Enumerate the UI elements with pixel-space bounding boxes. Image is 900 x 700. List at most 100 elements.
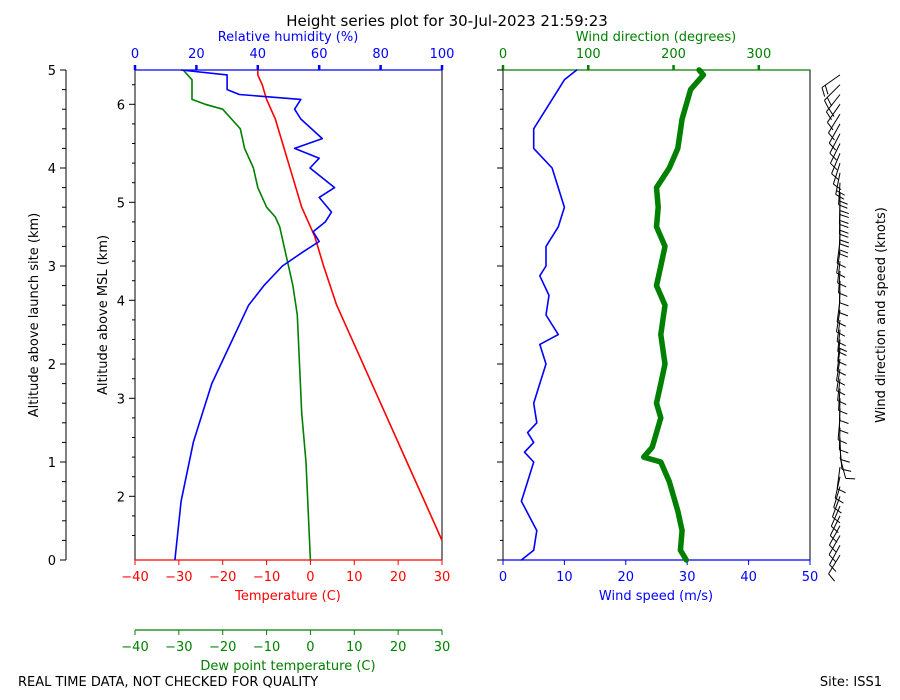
- wind-barb-flag: [836, 272, 846, 278]
- temperature-tick-label: 20: [390, 570, 407, 585]
- wind-barb-staff: [832, 162, 841, 185]
- wind-barb-staff: [836, 349, 841, 372]
- wind-barb-staff: [828, 123, 841, 144]
- direction-tick-label: 0: [499, 47, 507, 62]
- dewpoint-tick-label: −10: [253, 640, 280, 655]
- wind-barb-flag: [828, 554, 836, 563]
- wind-barb-flag: [825, 111, 832, 120]
- wind-barb-staff: [836, 310, 841, 332]
- wind-barb-flag: [839, 449, 849, 454]
- wind-barb-flag: [832, 516, 841, 524]
- wind-barb-flag: [836, 341, 846, 347]
- humidity-tick-label: 40: [250, 47, 267, 62]
- temperature-tick-label: −20: [209, 570, 236, 585]
- humidity-tick-label: 0: [131, 47, 139, 62]
- wind-barb-flag: [839, 243, 849, 248]
- wind-barb-flag: [836, 488, 846, 494]
- wind-barb-flag: [836, 370, 846, 376]
- wind-barb-flag: [839, 210, 849, 215]
- wind-barb-staff: [836, 466, 841, 489]
- direction-tick-label: 200: [661, 47, 686, 62]
- wind-barb-flag: [829, 152, 837, 161]
- wind-barb-flag: [839, 223, 849, 228]
- msl-altitude-axis-label: Altitude above MSL (km): [96, 235, 111, 395]
- wind-barb-flag: [836, 331, 846, 337]
- wind-barb-staff: [836, 251, 841, 274]
- wind-barb-flag: [834, 497, 844, 504]
- wind-barb-flag: [839, 219, 849, 224]
- wind-barb-flag: [828, 573, 835, 582]
- wind-plot-area: [502, 69, 811, 561]
- wind-barb-flag: [823, 100, 830, 109]
- wind-barb-flag: [830, 525, 839, 533]
- speed-tick-label: 20: [618, 570, 635, 585]
- wind-barb-flag: [837, 282, 847, 288]
- wind-barb-staff: [828, 525, 841, 546]
- wind-barb-flag: [828, 142, 837, 151]
- wind-barb-staff: [829, 515, 841, 536]
- wind-barb-flag: [839, 249, 849, 254]
- wind-barb-flag: [829, 564, 837, 572]
- speed-tick-label: 10: [556, 570, 573, 585]
- dewpoint-series: [182, 69, 312, 561]
- wind-barb-flag: [837, 360, 847, 366]
- launch-altitude-tick-label: 0: [48, 554, 56, 569]
- wind-barb-flag: [838, 409, 848, 415]
- wind-barb-flag: [838, 253, 849, 258]
- dewpoint-axis-label: Dew point temperature (C): [200, 659, 375, 674]
- wind-barb-staff: [830, 505, 841, 527]
- temperature-series: [257, 70, 443, 541]
- launch-altitude-tick-label: 5: [48, 64, 56, 79]
- wind-barb-flag: [839, 214, 849, 219]
- wind-barb-flag: [839, 429, 849, 434]
- temperature-tick-label: −10: [253, 570, 280, 585]
- wind-barb-flag: [840, 459, 850, 463]
- wind-barb-flag: [839, 302, 849, 307]
- wind-barb-flag: [830, 162, 838, 171]
- wind-barb-flag: [829, 544, 837, 553]
- wind-direction-series: [640, 67, 707, 563]
- wind-speed-series: [520, 69, 578, 561]
- wind-barb-staff: [828, 113, 841, 134]
- dewpoint-tick-label: 0: [306, 640, 314, 655]
- wind-barb-staff: [829, 545, 841, 565]
- wind-barb-flag: [838, 312, 849, 317]
- wind-barb-staff: [838, 427, 841, 450]
- wind-barb-staff: [831, 153, 841, 174]
- temperature-axis-label: Temperature (C): [234, 589, 341, 604]
- wind-barb-staff: [821, 74, 841, 88]
- humidity-tick-label: 60: [311, 47, 328, 62]
- wind-barb-staff: [826, 104, 841, 123]
- humidity-tick-label: 20: [188, 47, 205, 62]
- wind-barb-flag: [828, 132, 835, 141]
- direction-tick-label: 100: [576, 47, 601, 62]
- wind-barb-flag: [839, 233, 849, 238]
- wind-barb-staff: [828, 535, 841, 555]
- wind-barb-flag: [821, 87, 826, 97]
- wind-barb-staff: [836, 359, 841, 381]
- temperature-tick-label: 0: [306, 570, 314, 585]
- wind-barb-flag: [839, 229, 849, 234]
- wind-barb-flag: [845, 477, 856, 480]
- wind-barb-staff: [829, 143, 841, 164]
- speed-axis-label: Wind speed (m/s): [599, 589, 713, 604]
- wind-barb-flag: [826, 122, 834, 131]
- launch-altitude-tick-label: 1: [48, 456, 56, 471]
- launch-altitude-axis-label: Altitude above launch site (km): [27, 213, 42, 417]
- wind-barb-flag: [828, 108, 835, 117]
- temperature-tick-label: 10: [346, 570, 363, 585]
- launch-altitude-tick-label: 3: [48, 260, 56, 275]
- wind-barb-staff: [828, 554, 841, 575]
- temperature-tick-label: −30: [165, 570, 192, 585]
- wind-barb-flag: [837, 347, 848, 352]
- speed-tick-label: 30: [679, 570, 696, 585]
- wind-barb-flag: [838, 204, 848, 209]
- wind-barb-staff: [825, 94, 841, 113]
- direction-tick-label: 300: [746, 47, 771, 62]
- humidity-series: [174, 69, 336, 561]
- wind-barb-flag: [836, 190, 845, 196]
- speed-tick-label: 40: [740, 570, 757, 585]
- wind-barb-staff: [829, 133, 841, 154]
- wind-barb-flag: [841, 468, 852, 472]
